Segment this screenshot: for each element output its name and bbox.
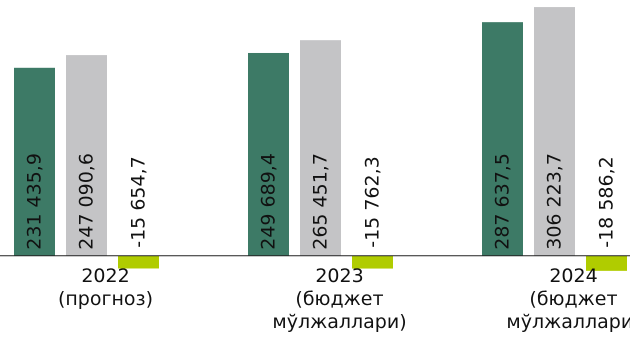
bar-s1-c1 xyxy=(300,40,341,256)
value-label-s2-c0: -15 654,7 xyxy=(128,156,150,247)
value-label-s1-c1: 265 451,7 xyxy=(310,153,332,250)
value-label-s1-c0: 247 090,6 xyxy=(76,153,98,250)
category-label-1-line-2: мўлжаллари) xyxy=(272,311,406,333)
value-label-s0-c2: 287 637,5 xyxy=(492,153,514,250)
bar-s2-c0 xyxy=(118,255,159,269)
value-labels-layer: 231 435,9 249 689,4 287 637,5 247 090,6 265 … xyxy=(24,153,618,250)
category-label-1-line-0: 2023 xyxy=(315,265,363,287)
category-labels-layer: 2022(прогноз)2023(бюджетмўлжаллари)2024(… xyxy=(58,265,630,333)
category-label-1-line-1: (бюджет xyxy=(295,288,383,310)
bar-s0-c2 xyxy=(482,22,523,256)
category-label-0-line-0: 2022 xyxy=(81,265,129,287)
bar-s0-c0 xyxy=(14,67,55,256)
category-label-0-line-1: (прогноз) xyxy=(58,288,153,310)
value-label-s1-c2: 306 223,7 xyxy=(544,153,566,250)
value-label-s0-c1: 249 689,4 xyxy=(258,153,280,250)
bar-s0-c1 xyxy=(248,52,289,256)
bar-s1-c2 xyxy=(534,7,575,256)
value-label-s2-c1: -15 762,3 xyxy=(362,156,384,247)
bar-s2-c1 xyxy=(352,255,393,269)
bar-s1-c0 xyxy=(66,55,107,256)
category-label-2-line-2: мўлжаллари) xyxy=(506,311,630,333)
category-label-2-line-0: 2024 xyxy=(549,265,597,287)
bar-s2-c2 xyxy=(586,255,627,271)
value-label-s2-c2: -18 586,2 xyxy=(596,156,618,247)
bars-layer xyxy=(14,7,627,271)
category-label-2-line-1: (бюджет xyxy=(529,288,617,310)
value-label-s0-c0: 231 435,9 xyxy=(24,153,46,250)
